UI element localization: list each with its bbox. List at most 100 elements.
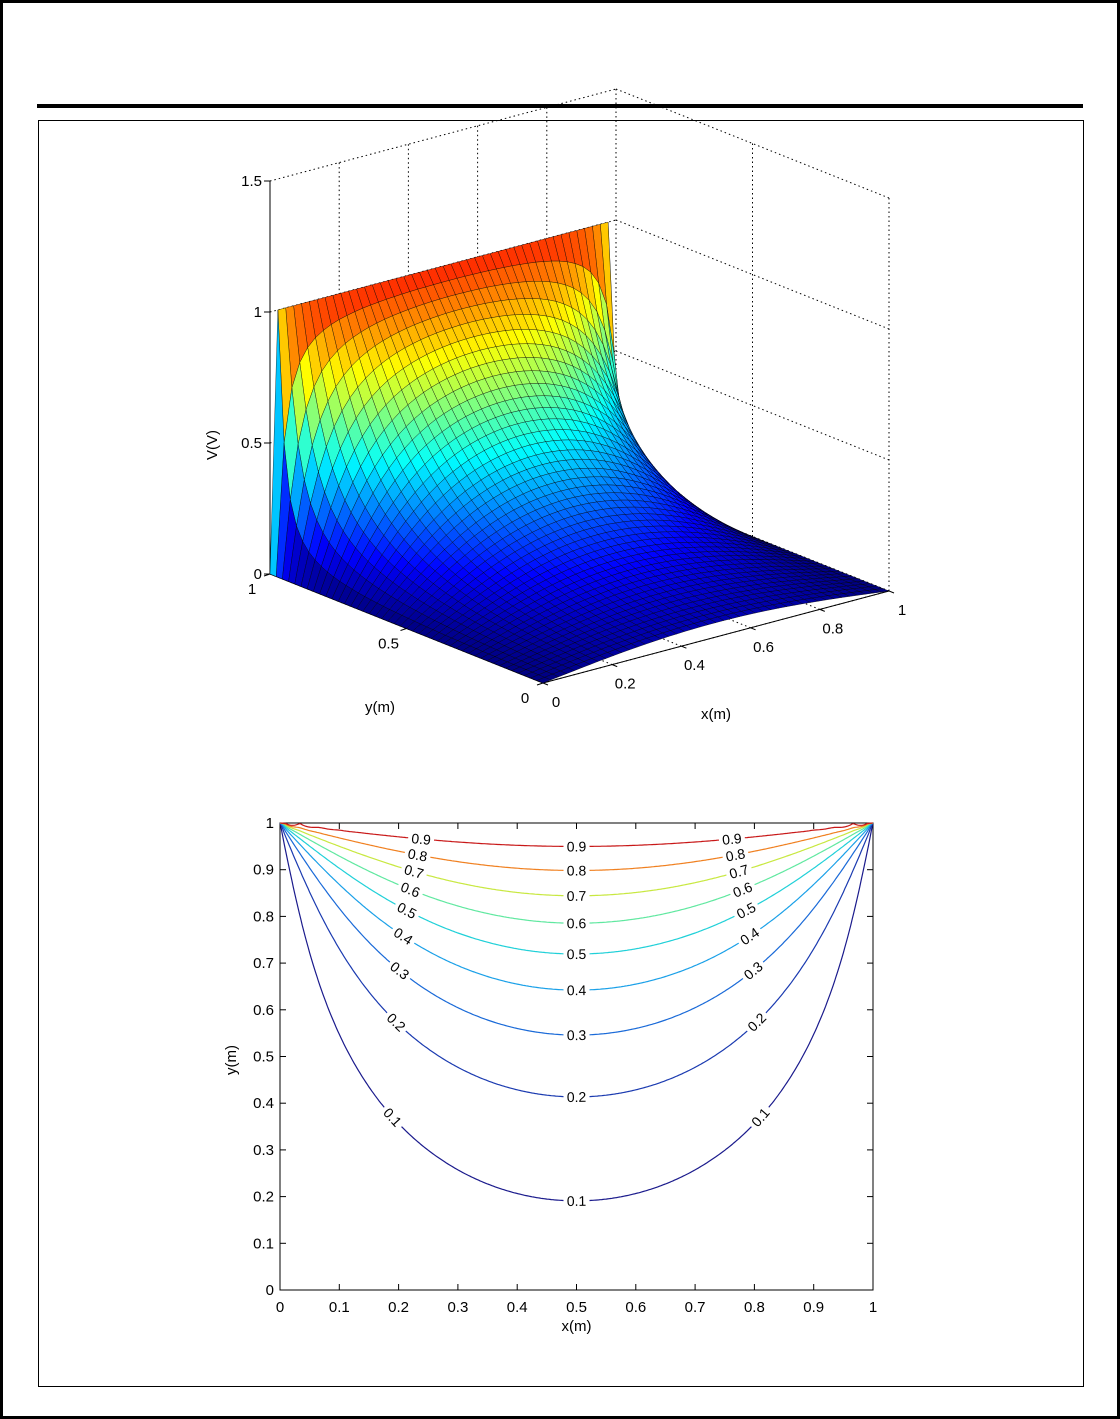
contour-label-bg bbox=[563, 915, 590, 932]
surface-x-tick bbox=[681, 645, 687, 649]
surface-x-tick-label: 0 bbox=[552, 694, 560, 711]
contour-label-bg bbox=[377, 1102, 408, 1133]
contour-y-tick-label: 0.2 bbox=[253, 1189, 274, 1206]
contour-y-tick-label: 0.1 bbox=[253, 1235, 274, 1252]
contour-level-label: 0.7 bbox=[567, 888, 587, 904]
surface-y-tick-label: 0.5 bbox=[378, 636, 399, 653]
contour-label-bg bbox=[399, 860, 429, 883]
contour-y-tick-label: 0 bbox=[266, 1282, 274, 1299]
surface-x-tick bbox=[819, 608, 825, 612]
contour-label-bg bbox=[395, 877, 426, 902]
contour-label-bg bbox=[563, 1192, 590, 1210]
surface-x-tick bbox=[750, 627, 756, 631]
contour-level-label: 0.8 bbox=[407, 845, 429, 864]
contour-label-bg bbox=[721, 844, 750, 866]
surface-y-tick-label: 0 bbox=[521, 690, 529, 707]
contour-x-tick-label: 0.2 bbox=[388, 1299, 409, 1316]
contour-label-bg bbox=[734, 922, 765, 951]
surface-ylabel: y(m) bbox=[365, 699, 395, 716]
surface-x-tick-label: 0.6 bbox=[753, 639, 774, 656]
contour-x-tick-label: 0 bbox=[276, 1299, 284, 1316]
contour-label-bg bbox=[388, 922, 419, 950]
contour-label-bg bbox=[730, 897, 762, 924]
contour-level-label: 0.2 bbox=[567, 1089, 587, 1105]
contour-level-label: 0.5 bbox=[395, 899, 420, 922]
surface-zlabel: V(V) bbox=[204, 430, 221, 460]
surface-x-tick-label: 0.2 bbox=[615, 676, 636, 693]
contour-label-bg bbox=[563, 838, 590, 855]
contour-label-bg bbox=[563, 981, 590, 999]
surface-z-tick-label: 1.5 bbox=[241, 173, 262, 190]
contour-level-label: 0.8 bbox=[724, 845, 746, 864]
contour-x-tick-label: 0.7 bbox=[685, 1299, 706, 1316]
contour-x-tick-label: 0.1 bbox=[329, 1299, 350, 1316]
contour-ticks: 0 0.1 0.2 0.3 0.4 0.5 0.6 0.7 0.8 0.9 100.10.20.30… bbox=[253, 815, 877, 1316]
surface-y-tick bbox=[400, 628, 407, 631]
surface-y-tick-label: 1 bbox=[248, 581, 256, 598]
contour-chart: 0 0.1 0.2 0.3 0.4 0.5 0.6 0.7 0.8 0.9 100.10.20.30… bbox=[223, 815, 877, 1335]
contour-x-tick-label: 0.5 bbox=[566, 1299, 587, 1316]
contour-label-bg bbox=[563, 862, 590, 879]
contour-level-label: 0.4 bbox=[567, 982, 587, 998]
contour-x-tick-label: 0.6 bbox=[625, 1299, 646, 1316]
contour-level-label: 0.5 bbox=[567, 946, 587, 962]
contour-y-tick-label: 1 bbox=[266, 815, 274, 832]
contour-label-bg bbox=[741, 1007, 772, 1037]
contour-label-bg bbox=[384, 956, 415, 985]
surface-y-tick bbox=[536, 682, 544, 686]
contour-x-tick-label: 1 bbox=[869, 1299, 877, 1316]
contour-y-tick-label: 0.4 bbox=[253, 1095, 274, 1112]
contour-label-bg bbox=[381, 1007, 412, 1037]
contour-label-bg bbox=[391, 897, 423, 924]
surface-x-tick bbox=[888, 590, 895, 594]
figure-frame bbox=[38, 120, 1084, 1387]
surface-x-tick bbox=[542, 682, 549, 686]
contour-level-label: 0.7 bbox=[402, 861, 425, 882]
surface-patches bbox=[269, 221, 890, 684]
surface-x-tick-label: 1 bbox=[898, 602, 906, 619]
contour-ylabel: y(m) bbox=[223, 1045, 240, 1075]
contour-level-label: 0.9 bbox=[411, 830, 432, 848]
contour-level-label: 0.9 bbox=[721, 830, 742, 848]
contour-level-label: 0.6 bbox=[398, 879, 422, 901]
contour-label-bg bbox=[727, 877, 758, 902]
contour-label-bg bbox=[407, 829, 435, 849]
contour-label-bg bbox=[563, 887, 590, 904]
contour-level-label: 0.6 bbox=[567, 915, 587, 931]
contour-y-tick-label: 0.8 bbox=[253, 908, 274, 925]
surface-x-tick-label: 0.4 bbox=[684, 657, 705, 674]
contour-x-tick-label: 0.3 bbox=[447, 1299, 468, 1316]
contour-level-label: 0.1 bbox=[567, 1193, 587, 1209]
contour-label-bg bbox=[563, 945, 590, 963]
contour-y-tick-label: 0.7 bbox=[253, 955, 274, 972]
contour-label-bg bbox=[718, 829, 746, 849]
contour-y-tick-label: 0.3 bbox=[253, 1142, 274, 1159]
contour-level-label: 0.6 bbox=[731, 878, 755, 900]
header-rule bbox=[37, 104, 1083, 108]
contour-label-bg bbox=[403, 844, 432, 866]
contour-level-label: 0.9 bbox=[567, 838, 587, 854]
surface-gridline bbox=[269, 88, 617, 182]
contour-xlabel: x(m) bbox=[562, 1318, 592, 1335]
contour-x-tick-label: 0.8 bbox=[744, 1299, 765, 1316]
contour-label-bg bbox=[738, 956, 769, 985]
contour-label-bg bbox=[724, 860, 754, 883]
surface-z-tick-label: 0.5 bbox=[241, 435, 262, 452]
contour-x-tick-label: 0.9 bbox=[803, 1299, 824, 1316]
contour-level-label: 0.3 bbox=[567, 1027, 587, 1043]
contour-level-label: 0.8 bbox=[567, 862, 587, 878]
contour-y-tick-label: 0.6 bbox=[253, 1002, 274, 1019]
surface-x-axis bbox=[542, 590, 890, 684]
surface-xlabel: x(m) bbox=[701, 706, 731, 723]
contour-label-bg bbox=[563, 1026, 590, 1044]
contour-x-tick-label: 0.4 bbox=[507, 1299, 528, 1316]
surface-z-tick-label: 0 bbox=[254, 566, 262, 583]
contour-label-bg bbox=[563, 1088, 590, 1106]
contour-y-tick-label: 0.5 bbox=[253, 1049, 274, 1066]
contour-y-tick-label: 0.9 bbox=[253, 862, 274, 879]
surface-patch bbox=[536, 677, 552, 684]
surface-x-tick-label: 0.8 bbox=[822, 620, 843, 637]
